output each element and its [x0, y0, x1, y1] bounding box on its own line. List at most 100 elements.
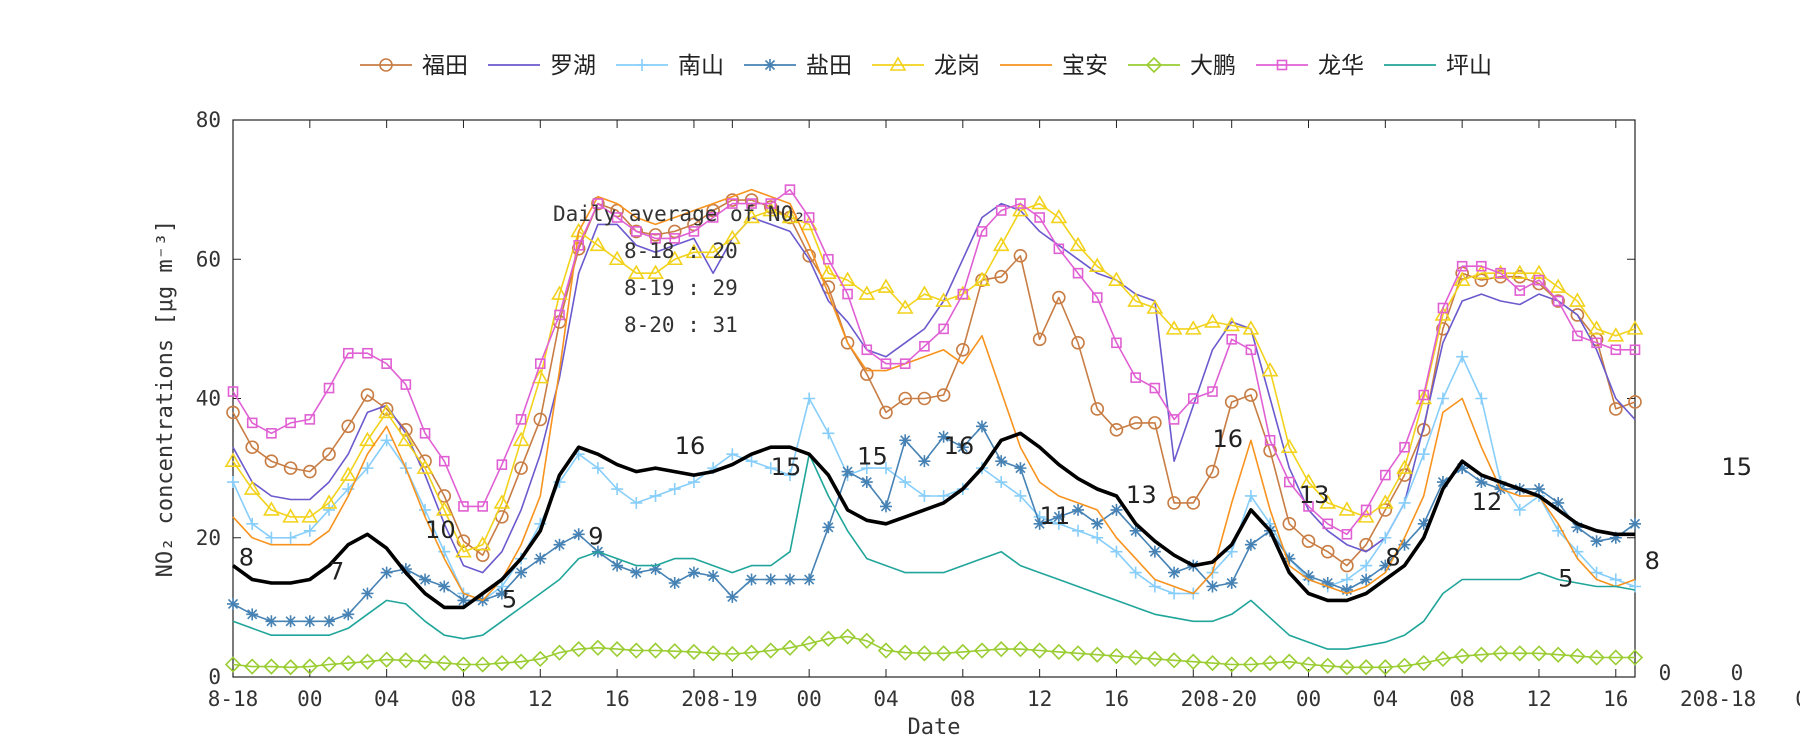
x-tick-label: 16 — [1104, 687, 1129, 711]
data-point — [534, 358, 546, 369]
data-point — [380, 566, 393, 579]
series-龙华 — [227, 184, 1641, 540]
data-point — [1590, 535, 1603, 548]
data-point — [1146, 299, 1164, 314]
data-point — [477, 501, 488, 512]
legend-item: 盐田 — [744, 53, 852, 79]
data-point — [284, 531, 297, 544]
data-point — [474, 656, 491, 673]
data-point — [263, 658, 280, 675]
x-tick-label: 04 — [374, 687, 399, 711]
data-point — [1610, 344, 1622, 356]
data-point — [1590, 566, 1603, 579]
data-point — [438, 455, 450, 467]
data-point — [842, 288, 853, 300]
data-point — [1283, 552, 1296, 565]
data-point — [899, 358, 911, 369]
data-point — [1204, 654, 1221, 672]
data-point — [1434, 306, 1452, 321]
series-layer — [224, 184, 1644, 676]
plot-frame — [232, 119, 1636, 678]
data-point — [1052, 290, 1066, 305]
data-point — [572, 528, 585, 541]
data-point — [1550, 646, 1567, 663]
data-point — [1377, 659, 1394, 676]
data-point — [1111, 337, 1122, 349]
data-point — [1417, 517, 1430, 530]
data-point — [359, 431, 376, 447]
data-point — [551, 644, 568, 661]
data-point — [899, 434, 912, 447]
data-point — [1091, 292, 1103, 303]
data-point — [784, 184, 796, 195]
data-point — [360, 388, 375, 402]
data-point — [303, 615, 316, 628]
data-point — [1276, 59, 1288, 71]
data-point — [1607, 327, 1625, 342]
data-point — [803, 392, 816, 405]
data-point — [1088, 257, 1106, 273]
data-point — [704, 243, 722, 259]
data-point — [224, 656, 242, 673]
point-label: 15 — [857, 443, 888, 471]
data-point — [611, 559, 624, 572]
data-point — [1511, 264, 1529, 279]
point-label: 15 — [1721, 453, 1752, 481]
series-line — [231, 431, 1635, 610]
point-label: 13 — [1126, 481, 1157, 509]
data-point — [648, 228, 663, 242]
data-point — [573, 240, 584, 251]
data-point — [762, 642, 779, 659]
data-point — [379, 402, 394, 416]
x-tick-label: 20 — [1680, 687, 1705, 711]
data-point — [589, 639, 607, 656]
data-point — [628, 642, 645, 659]
data-point — [1127, 649, 1144, 666]
data-point — [1357, 508, 1375, 523]
data-point — [1052, 510, 1065, 523]
data-point — [458, 501, 469, 512]
legend-item: 南山 — [616, 53, 724, 79]
data-point — [1456, 350, 1469, 363]
y-tick-label: 80 — [196, 108, 221, 132]
data-point — [1626, 320, 1644, 335]
data-point — [1300, 473, 1317, 488]
data-point — [340, 654, 357, 672]
data-point — [745, 455, 758, 468]
point-label: 16 — [944, 432, 975, 460]
legend-label: 龙华 — [1318, 53, 1364, 79]
data-point — [512, 431, 530, 447]
data-point — [992, 236, 1010, 252]
data-point — [1014, 462, 1027, 475]
data-point — [323, 382, 335, 394]
data-point — [1474, 273, 1489, 287]
data-point — [419, 428, 431, 439]
data-point — [1015, 198, 1026, 209]
data-point — [436, 654, 453, 672]
data-point — [1532, 483, 1545, 496]
data-point — [265, 531, 278, 544]
legend-item: 龙岗 — [872, 53, 980, 79]
data-point — [839, 271, 856, 286]
data-point — [1568, 292, 1586, 307]
data-point — [1207, 386, 1218, 397]
data-point — [1072, 524, 1085, 537]
data-point — [1571, 521, 1584, 534]
data-point — [1378, 503, 1393, 517]
data-point — [1569, 647, 1586, 665]
data-point — [995, 476, 1008, 489]
data-point — [936, 388, 951, 402]
point-label: 7 — [329, 558, 344, 586]
data-point — [1223, 656, 1240, 673]
series-line — [232, 199, 1636, 567]
data-point — [822, 427, 835, 440]
point-label: 13 — [1299, 481, 1330, 509]
data-point — [937, 489, 950, 502]
legend-item: 龙华 — [1256, 53, 1364, 79]
data-point — [1205, 464, 1220, 479]
data-point — [1091, 531, 1104, 544]
data-point — [687, 476, 700, 489]
data-point — [1129, 524, 1142, 537]
data-point — [1071, 335, 1085, 350]
data-point — [763, 200, 778, 214]
